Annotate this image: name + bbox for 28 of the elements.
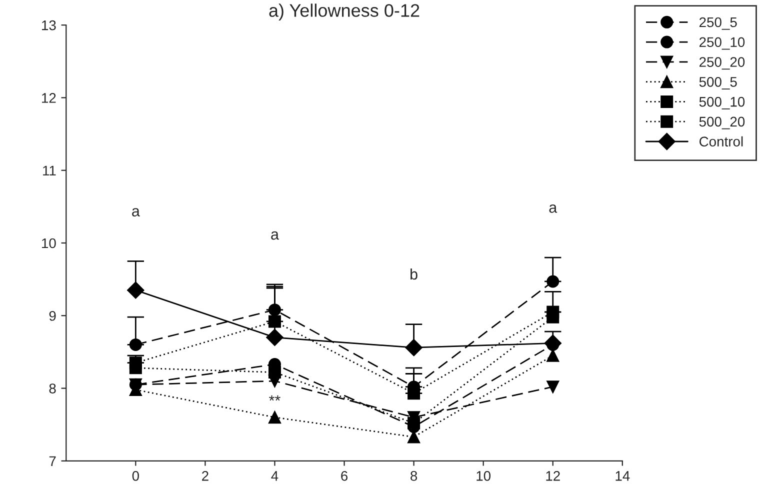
- y-tick-label: 10: [42, 238, 56, 248]
- y-tick-label: 11: [43, 166, 56, 176]
- annotation: b: [410, 268, 418, 280]
- x-tick-label: 4: [271, 471, 278, 481]
- annotation: a: [549, 204, 558, 213]
- legend-label: 250_10: [699, 37, 745, 50]
- legend-label: 500_5: [699, 76, 737, 90]
- x-tick-label: 0: [132, 471, 139, 481]
- x-tick-label: 8: [410, 471, 418, 481]
- y-tick-label: 7: [49, 456, 56, 466]
- legend-label: 500_20: [699, 116, 745, 130]
- annotation: a: [132, 208, 140, 216]
- y-tick-label: 12: [42, 93, 56, 103]
- x-tick-label: 12: [546, 471, 560, 481]
- legend-label: 500_10: [699, 96, 745, 110]
- legend-label: Control: [700, 136, 743, 147]
- annotation: **: [269, 395, 280, 401]
- x-tick-label: 10: [476, 471, 491, 481]
- x-tick-label: 2: [202, 471, 208, 481]
- y-tick-label: 9: [49, 310, 56, 321]
- x-tick-label: 14: [616, 471, 630, 481]
- legend-label: 250_5: [699, 17, 737, 30]
- chart-title: a) Yellowness 0-12: [269, 4, 420, 20]
- annotation: a: [271, 231, 279, 240]
- legend-label: 250_20: [699, 57, 745, 70]
- y-tick-label: 13: [42, 20, 56, 30]
- y-tick-label: 8: [49, 384, 56, 394]
- x-tick-label: 6: [341, 471, 348, 481]
